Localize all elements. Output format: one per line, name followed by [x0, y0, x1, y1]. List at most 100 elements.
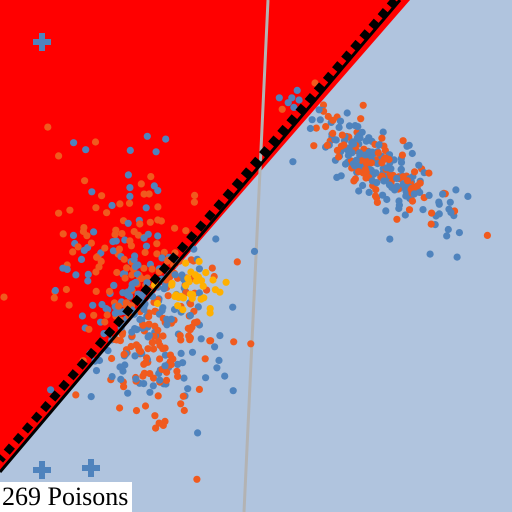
data-point: [101, 244, 109, 252]
data-point: [408, 149, 416, 158]
data-point: [194, 429, 202, 437]
poison-point: [153, 299, 161, 308]
data-point: [216, 332, 224, 340]
data-point: [117, 375, 125, 383]
data-point: [127, 242, 135, 250]
poison-point: [199, 282, 207, 290]
data-point: [87, 239, 95, 247]
data-point: [356, 134, 364, 142]
data-point: [164, 292, 172, 300]
data-point: [103, 209, 111, 217]
data-point: [191, 191, 199, 199]
data-point: [352, 156, 360, 164]
data-point: [134, 261, 142, 269]
data-point: [329, 129, 337, 137]
data-point: [72, 271, 80, 279]
poison-point: [174, 302, 182, 310]
data-point: [140, 264, 148, 272]
data-point: [148, 339, 156, 347]
poison-point: [188, 294, 196, 302]
data-point: [116, 363, 124, 371]
data-point: [140, 380, 148, 388]
data-point: [127, 284, 135, 293]
poison-point: [222, 278, 230, 286]
data-point: [118, 330, 126, 338]
data-point: [397, 158, 406, 166]
data-point: [85, 325, 93, 333]
data-point: [453, 253, 461, 261]
data-point: [156, 355, 164, 363]
data-point: [419, 206, 427, 214]
data-point: [139, 372, 147, 380]
data-point: [111, 230, 119, 239]
data-point: [87, 393, 95, 401]
data-point: [179, 359, 187, 367]
data-point: [211, 343, 219, 351]
data-point: [126, 184, 134, 192]
data-point: [428, 209, 436, 217]
data-point: [63, 265, 71, 273]
data-point: [180, 406, 188, 415]
data-point: [193, 475, 201, 483]
data-point: [108, 373, 116, 381]
data-point: [148, 265, 156, 273]
data-point: [374, 149, 382, 157]
data-point: [322, 123, 330, 131]
data-point: [378, 134, 386, 142]
data-point: [435, 210, 443, 218]
data-point: [47, 386, 55, 394]
dotted-boundary-line: [0, 0, 399, 463]
data-point: [101, 318, 109, 326]
data-point: [159, 332, 167, 340]
data-point: [356, 149, 364, 157]
data-point: [411, 168, 419, 176]
data-point: [88, 188, 96, 196]
data-point: [355, 187, 363, 195]
data-point: [97, 257, 105, 265]
data-point: [365, 188, 373, 196]
data-point: [137, 347, 145, 356]
data-point: [169, 355, 177, 363]
data-point: [125, 199, 134, 207]
data-point: [391, 186, 399, 194]
data-point: [380, 177, 388, 185]
data-point: [155, 419, 163, 427]
data-point: [355, 168, 363, 176]
data-point: [145, 320, 153, 328]
data-point: [161, 351, 169, 359]
data-point: [121, 274, 129, 282]
data-point: [202, 374, 210, 382]
data-point: [201, 355, 209, 363]
data-point: [90, 228, 98, 236]
decision-boundary-line: [0, 0, 402, 473]
plus-marker: [33, 33, 51, 51]
data-point: [215, 356, 223, 364]
data-point: [153, 250, 161, 258]
data-point: [405, 141, 413, 149]
data-point: [206, 337, 214, 345]
data-point: [171, 271, 179, 279]
data-point: [250, 247, 259, 255]
data-point: [120, 255, 128, 263]
data-point: [147, 173, 155, 181]
data-point: [197, 335, 205, 343]
data-point: [180, 374, 188, 382]
data-point: [124, 171, 132, 179]
data-point: [77, 255, 86, 263]
data-point: [186, 311, 194, 320]
data-point: [361, 166, 369, 174]
data-points: [0, 79, 491, 483]
data-point: [335, 153, 343, 161]
data-point: [126, 292, 134, 300]
data-point: [74, 243, 82, 251]
data-point: [229, 303, 237, 311]
data-point: [132, 341, 140, 349]
data-point: [156, 341, 164, 350]
data-point: [50, 294, 58, 302]
data-point: [368, 177, 376, 185]
data-point: [349, 140, 358, 148]
data-point: [150, 345, 158, 353]
data-point: [331, 136, 339, 144]
data-point: [393, 174, 401, 182]
data-point: [372, 186, 380, 194]
